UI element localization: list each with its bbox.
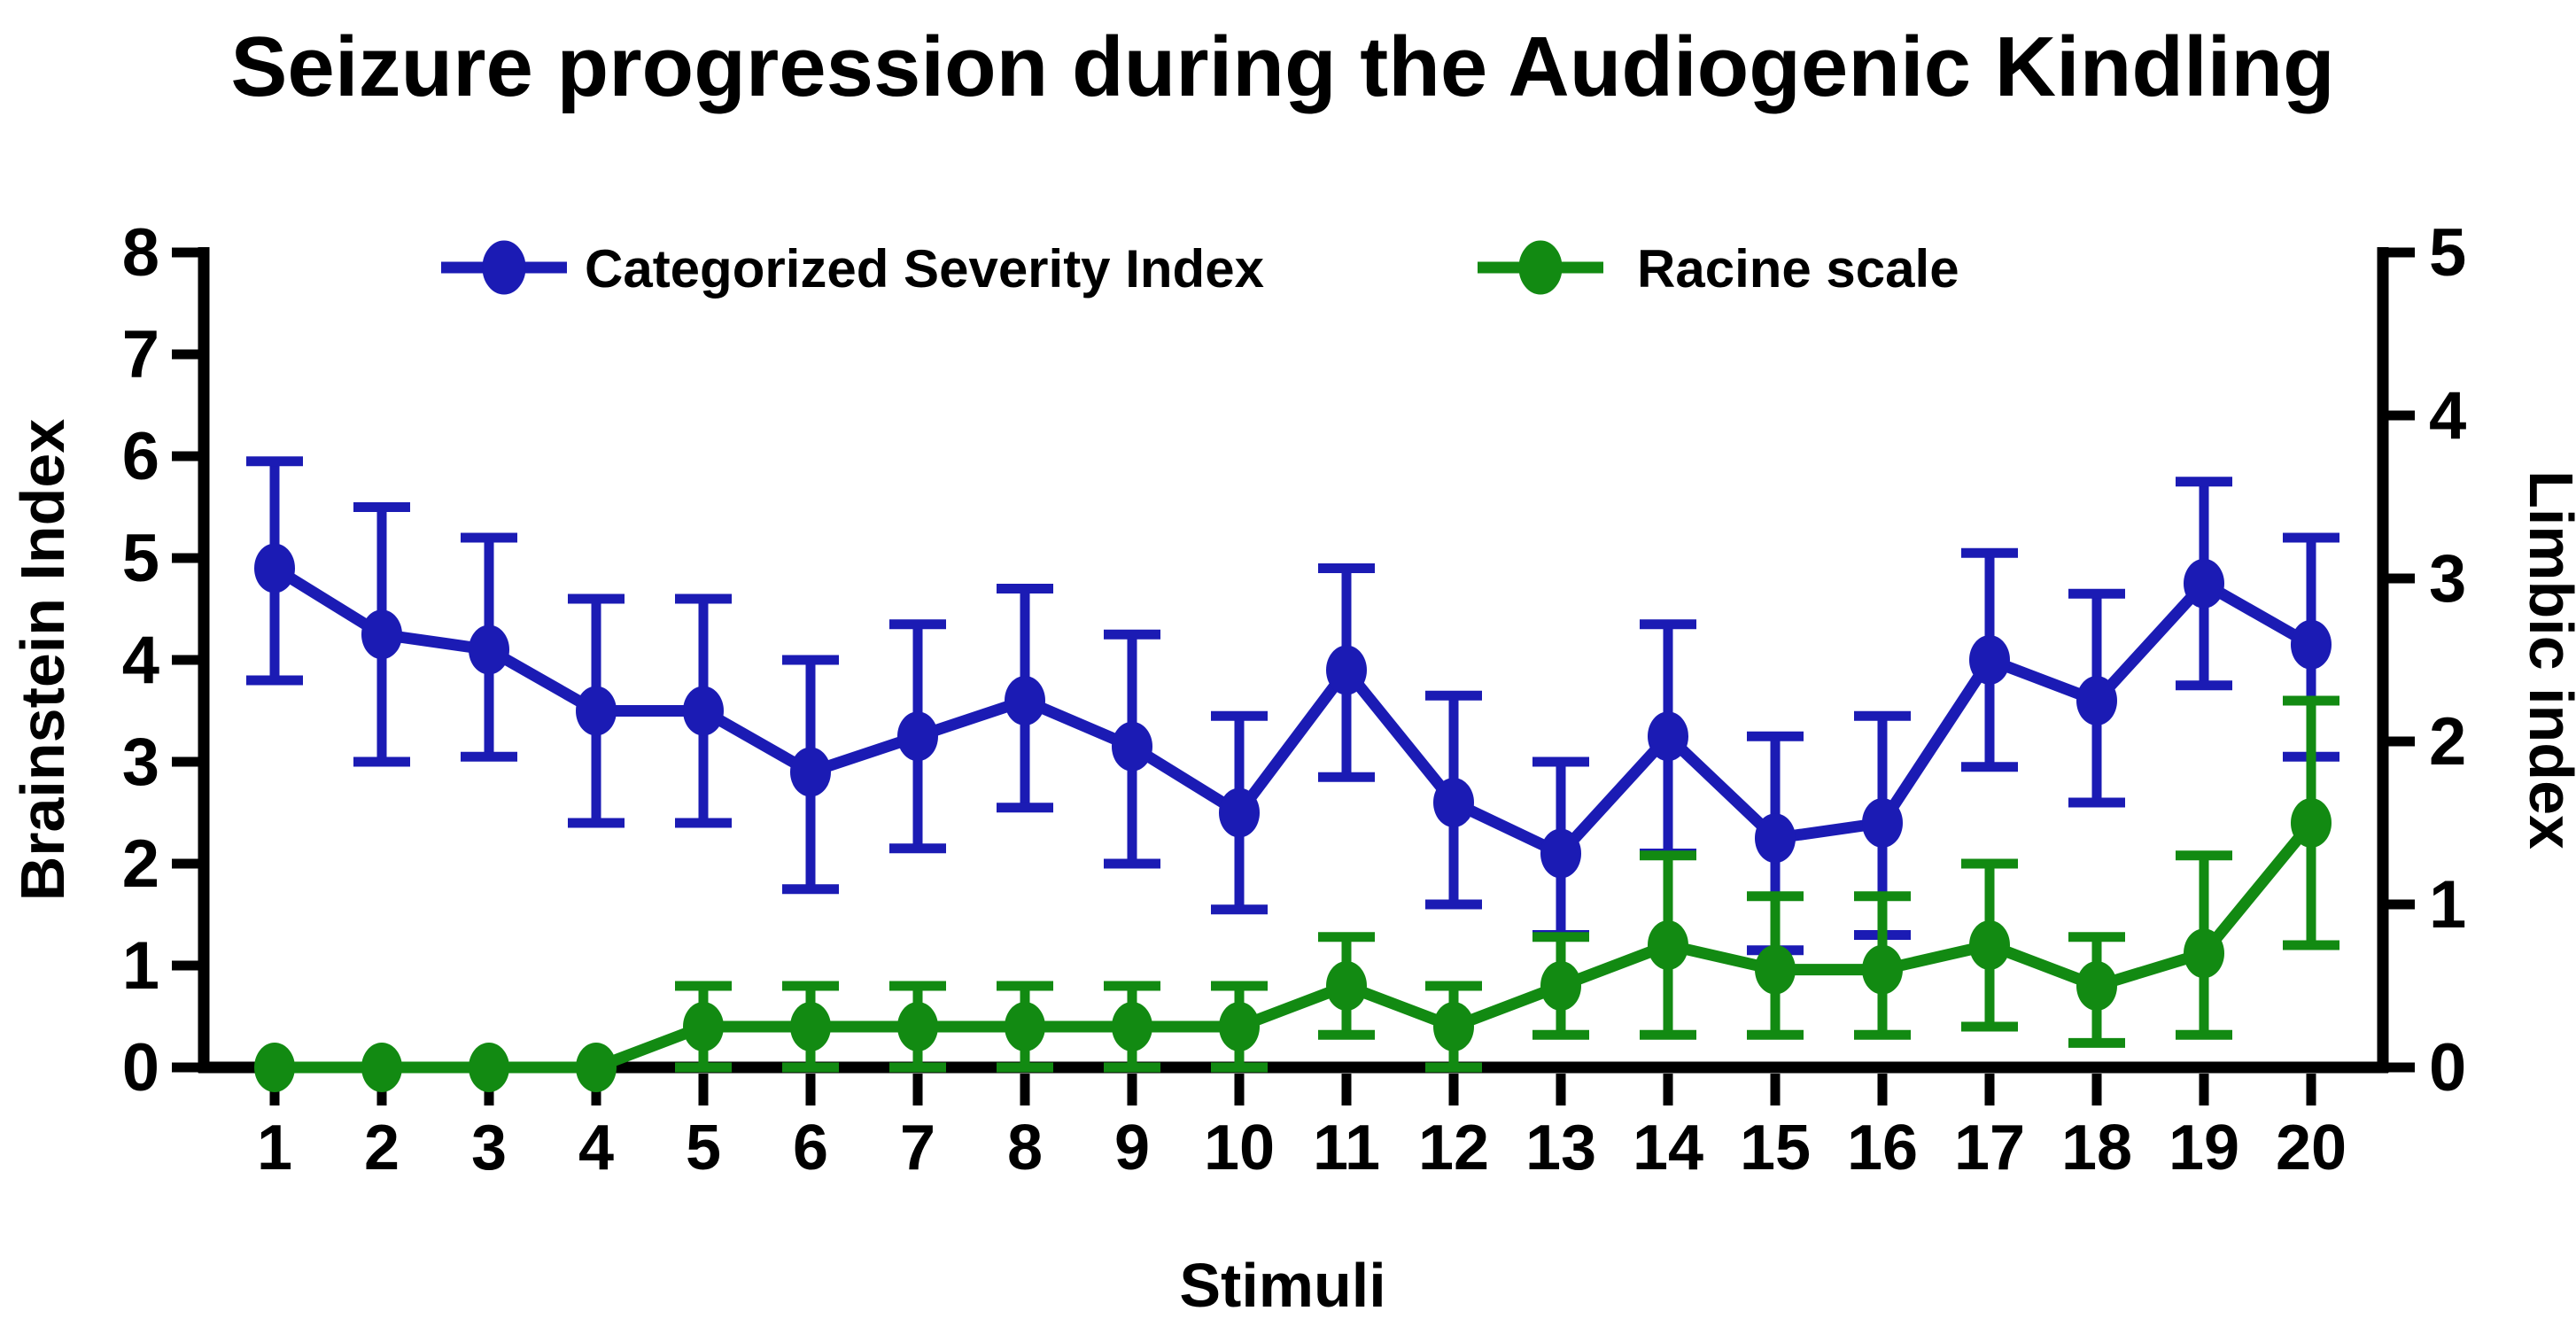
data-point-marker [1862,944,1903,995]
y-right-tick-label: 1 [2429,867,2466,943]
data-point-marker [1005,676,1045,725]
legend-item-racine: Racine scale [1478,239,1959,299]
x-tick-label: 5 [686,1113,721,1183]
data-point-marker [1219,787,1260,838]
x-tick-label: 9 [1114,1113,1150,1183]
data-point-marker [576,686,617,736]
y-left-tick-label: 2 [122,826,159,902]
y-left-tick-label: 8 [122,215,159,291]
data-point-marker [1969,635,2010,685]
data-point-marker [254,543,295,593]
data-point-marker [1648,711,1688,762]
data-point-marker [897,1002,938,1051]
data-point-marker [1219,1002,1260,1051]
series-layer [246,456,2339,1092]
data-point-marker [1969,920,2010,970]
legend-item-severity: Categorized Severity Index [441,239,1264,299]
y-axis-left-title: Brainstein Index [8,419,77,902]
y-right-tick-label: 3 [2429,541,2466,617]
data-point-marker [2076,676,2117,725]
y-left-tick-label: 4 [122,623,159,698]
data-point-marker [1540,961,1581,1011]
data-point-marker [361,1043,402,1092]
y-right-tick-label: 5 [2429,215,2466,291]
data-point-marker [576,1043,617,1092]
data-point-marker [2184,558,2224,609]
data-point-marker [1112,1002,1152,1051]
data-point-marker [897,711,938,762]
data-point-marker [1433,1002,1474,1051]
data-point-marker [1326,645,1367,695]
x-tick-label: 7 [900,1113,935,1183]
data-point-marker [1862,798,1903,848]
x-tick-label: 14 [1633,1113,1703,1183]
y-right-tick-label: 4 [2429,378,2466,454]
x-tick-label: 4 [578,1113,614,1183]
data-point-marker [1648,920,1688,970]
data-point-marker [254,1043,295,1092]
y-left-tick-label: 7 [122,317,159,392]
data-point-marker [361,609,402,660]
x-tick-label: 20 [2276,1113,2347,1183]
legend-marker-severity-icon [482,240,526,295]
y-left-tick-label: 5 [122,521,159,596]
x-tick-label: 19 [2169,1113,2239,1183]
y-right-tick-label: 0 [2429,1030,2466,1105]
data-point-marker [1755,813,1796,864]
x-tick-label: 10 [1204,1113,1275,1183]
y-left-tick-label: 0 [122,1030,159,1105]
series-categorized-severity-index [246,456,2339,956]
data-point-marker [469,1043,509,1092]
axes [198,247,2389,1074]
y-axis-right-ticks: 0 1 2 3 4 5 [2383,215,2466,1105]
x-tick-label: 17 [1954,1113,2025,1183]
x-tick-label: 2 [364,1113,400,1183]
data-point-marker [2184,928,2224,979]
y-left-tick-label: 6 [122,419,159,494]
data-point-marker [683,1002,724,1051]
chart-title: Seizure progression during the Audiogeni… [230,19,2334,114]
x-tick-label: 15 [1740,1113,1811,1183]
y-left-tick-label: 3 [122,725,159,800]
x-tick-label: 8 [1007,1113,1043,1183]
x-axis-title: Stimuli [1179,1251,1385,1320]
y-axis-right-title: Limbic index [2517,470,2576,849]
data-point-marker [1005,1002,1045,1051]
x-tick-label: 12 [1418,1113,1489,1183]
x-tick-label: 1 [257,1113,292,1183]
data-point-marker [683,686,724,736]
data-point-marker [1112,721,1152,772]
x-tick-label: 3 [471,1113,507,1183]
y-axis-left-ticks: 0 1 2 3 4 5 6 7 8 [122,215,204,1105]
legend: Categorized Severity Index Racine scale [441,239,1959,299]
data-point-marker [790,747,831,797]
data-point-marker [1326,961,1367,1011]
data-point-marker [790,1002,831,1051]
legend-label-racine: Racine scale [1637,239,1959,299]
series-racine-scale [254,695,2339,1092]
data-point-marker [469,624,509,675]
y-right-tick-label: 2 [2429,704,2466,780]
data-point-marker [1755,944,1796,995]
data-point-marker [2291,798,2332,848]
data-point-marker [1540,828,1581,879]
x-tick-label: 6 [793,1113,828,1183]
x-tick-label: 13 [1525,1113,1596,1183]
data-point-marker [1433,778,1474,827]
legend-marker-racine-icon [1518,240,1563,295]
x-tick-label: 11 [1313,1113,1380,1183]
data-point-marker [2076,961,2117,1011]
x-axis-ticks: 1 2 3 4 5 6 7 8 9 10 11 12 13 14 15 16 17 18 19 20 [257,1074,2347,1183]
x-tick-label: 16 [1847,1113,1918,1183]
legend-label-severity: Categorized Severity Index [585,239,1264,299]
y-left-tick-label: 1 [122,928,159,1004]
data-point-marker [2291,619,2332,670]
x-tick-label: 18 [2061,1113,2132,1183]
